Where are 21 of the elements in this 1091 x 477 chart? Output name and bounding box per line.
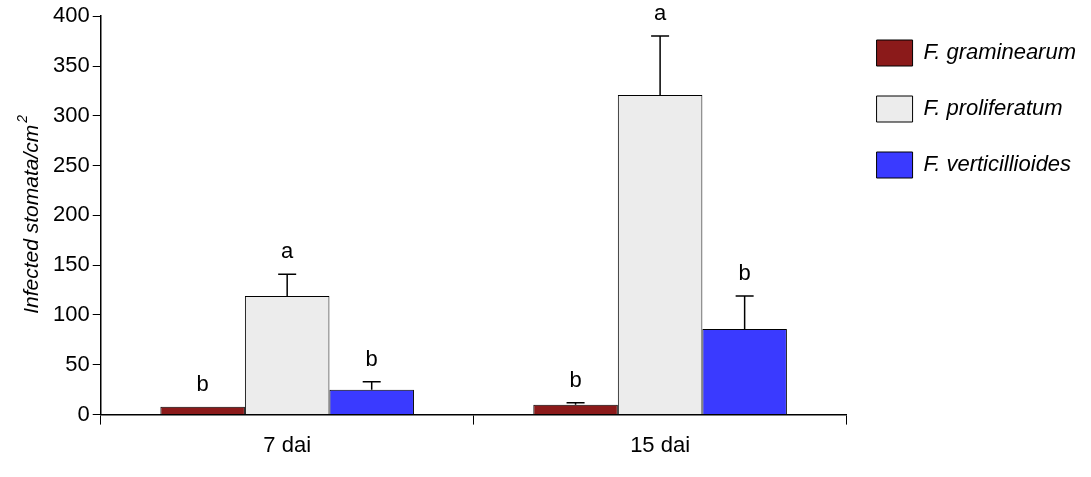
y-tick-label: 300 [52,101,90,127]
y-tick-label: 200 [52,201,90,227]
annotation: b [569,366,582,392]
y-tick-label: 350 [52,52,90,78]
annotation: a [653,0,667,26]
y-tick-label: 250 [52,151,90,177]
annotation: b [738,260,751,286]
annotation: b [365,345,378,371]
y-tick-label: 100 [52,301,90,327]
y-tick-label: 0 [77,400,90,426]
legend-label: F. verticillioides [923,151,1072,177]
x-tick-label: 15 dai [630,431,691,457]
y-tick-label: 50 [65,350,90,376]
annotation: b [196,370,209,396]
legend-label: F. proliferatum [923,95,1063,121]
x-tick-label: 7 dai [263,431,312,457]
annotation: a [281,238,295,264]
y-axis-title: Infected stomata/cm2 [14,114,42,314]
y-tick-label: 150 [52,251,90,277]
legend-label: F. graminearum [923,39,1077,65]
y-tick-label: 400 [52,2,90,28]
